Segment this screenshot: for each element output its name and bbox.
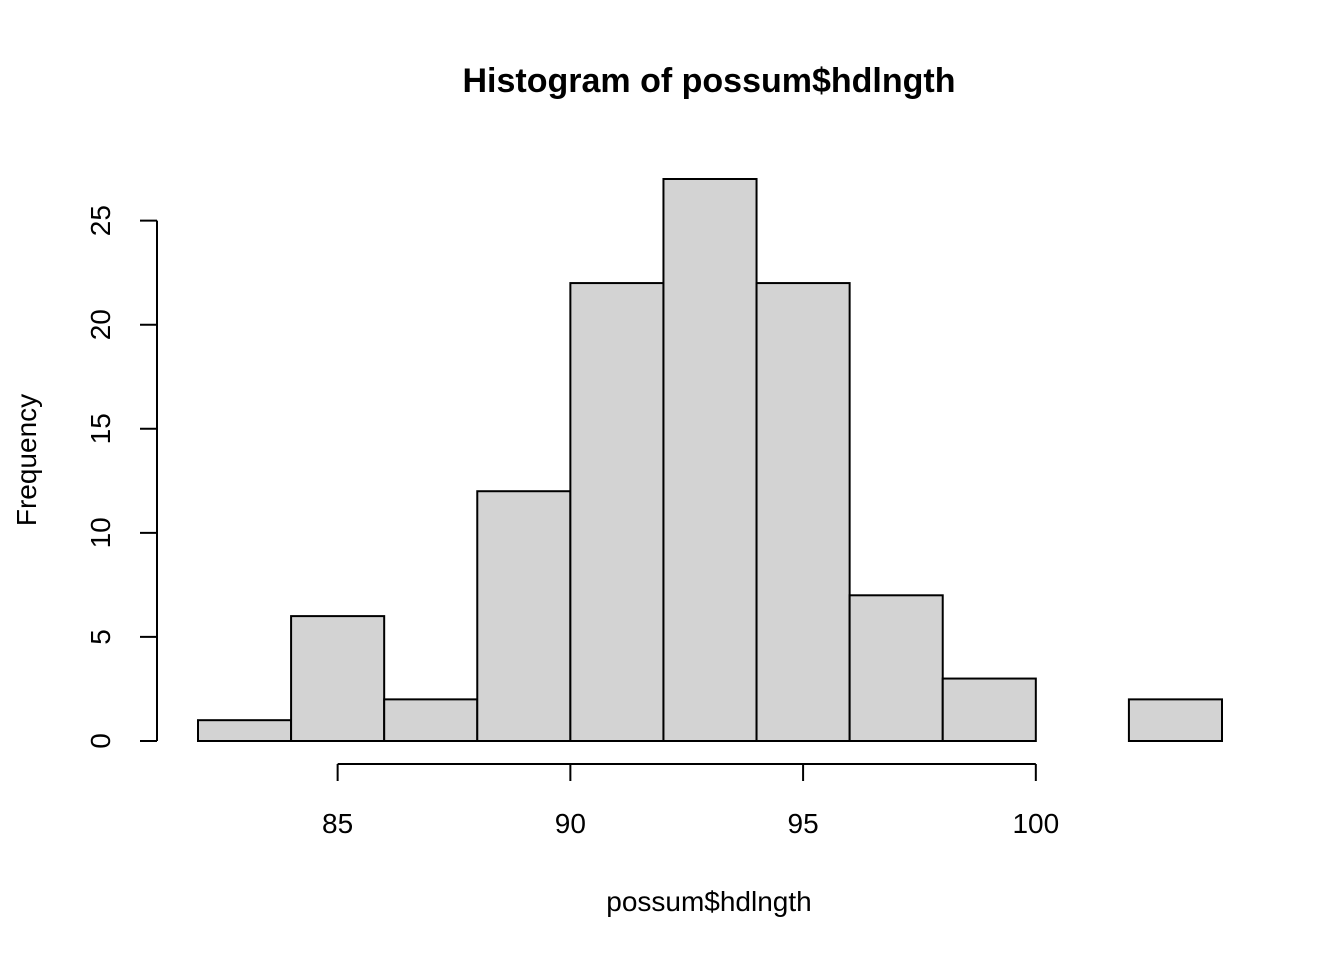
histogram-bar (476, 490, 572, 742)
histogram-bar (941, 677, 1037, 742)
histogram-bar (290, 615, 386, 742)
histogram-bar (569, 282, 665, 742)
x-tick-label: 90 (555, 808, 586, 839)
y-tick-label: 15 (85, 413, 116, 444)
x-tick-label: 95 (788, 808, 819, 839)
bars-group (197, 178, 1223, 743)
y-axis: 0 5 10 15 20 25 (85, 205, 158, 749)
histogram-bar (662, 178, 758, 742)
y-axis-label: Frequency (11, 394, 42, 526)
chart-title: Histogram of possum$hdlngth (463, 62, 956, 100)
histogram-bar (1127, 698, 1223, 742)
histogram-bar (383, 698, 479, 742)
x-axis: 85 90 95 100 (322, 763, 1059, 839)
x-tick-label: 100 (1012, 808, 1059, 839)
y-tick-label: 5 (85, 629, 116, 645)
x-axis-label: possum$hdlngth (606, 886, 811, 917)
histogram-bar (197, 719, 293, 742)
y-tick-label: 25 (85, 205, 116, 236)
histogram-bar (848, 594, 944, 743)
y-tick-label: 20 (85, 309, 116, 340)
x-tick-label: 85 (322, 808, 353, 839)
y-tick-label: 0 (85, 733, 116, 749)
y-tick-label: 10 (85, 517, 116, 548)
histogram-bar (755, 282, 851, 742)
